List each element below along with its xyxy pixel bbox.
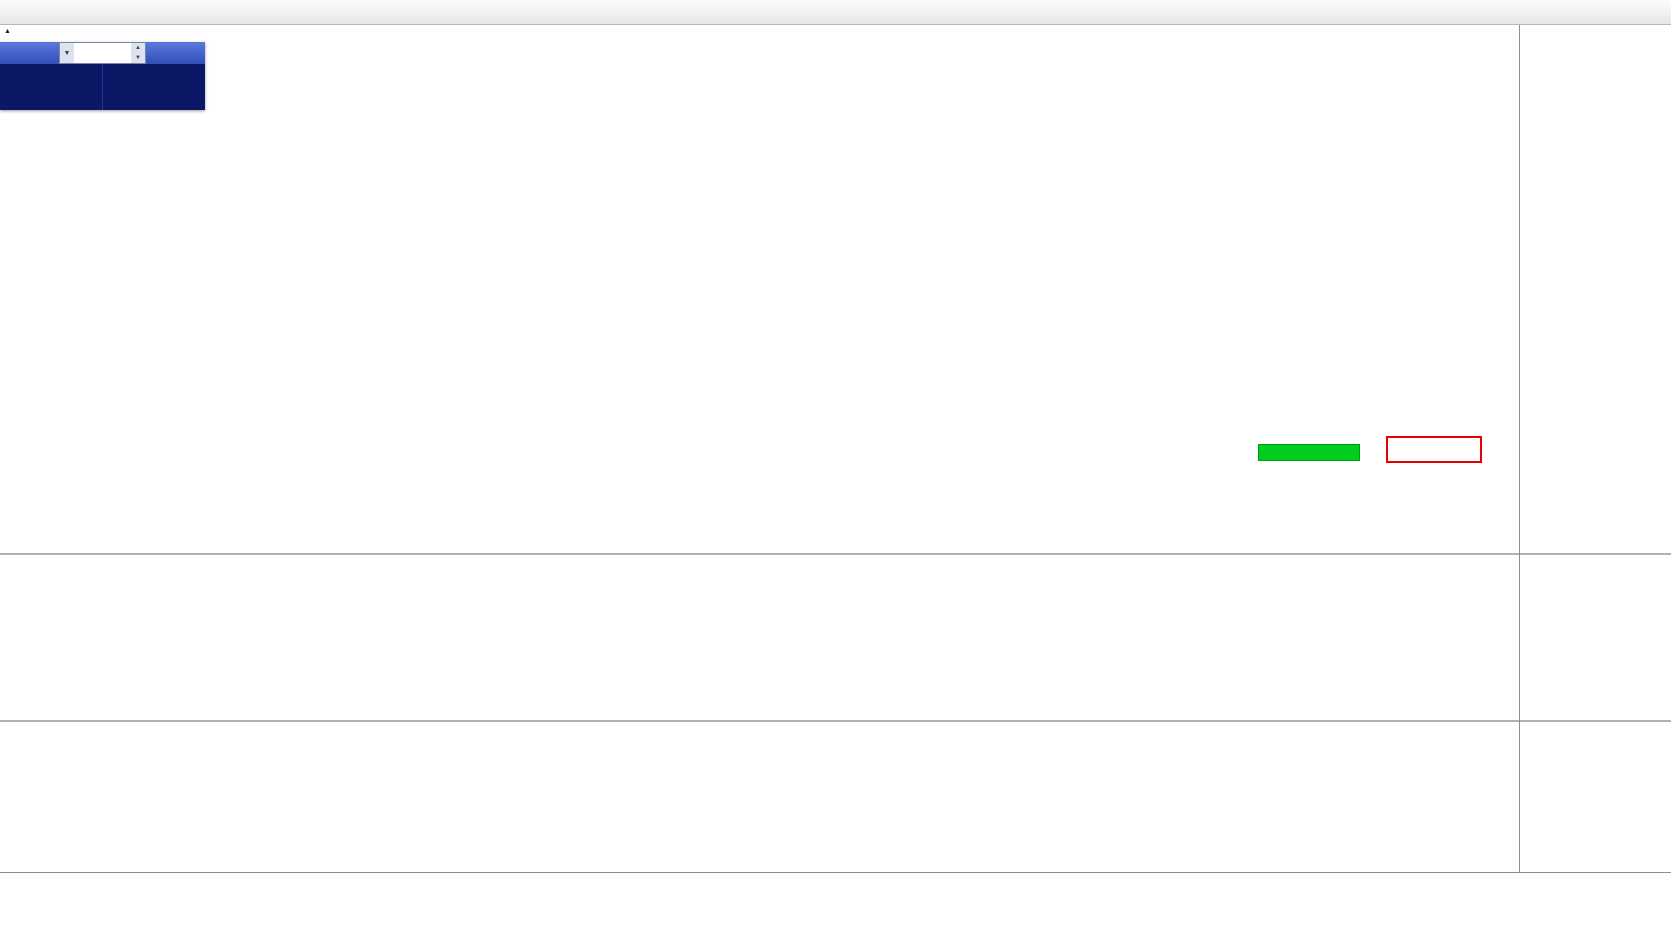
volume-spinner: ▲ ▼ [131,43,145,63]
sell-button[interactable] [0,42,59,64]
trade-panel-collapse-icon[interactable]: ▲ [4,28,11,35]
pane-separator[interactable] [0,553,1671,555]
macd-label [5,557,15,567]
buy-button[interactable] [146,42,205,64]
macd-pane[interactable] [0,555,1519,719]
volume-down-button[interactable]: ▼ [135,55,141,61]
toolbar [0,0,1671,25]
highlight-rectangle[interactable] [1258,444,1360,461]
rsi-label [5,724,10,734]
buy-price[interactable] [103,64,206,110]
time-axis-border [0,872,1671,873]
sell-price[interactable] [0,64,103,110]
chart-info: ▲ [4,28,31,35]
one-click-trading-panel: ▼ ▲ ▼ [0,42,205,110]
pane-separator[interactable] [0,720,1671,722]
volume-input[interactable] [74,43,131,63]
volume-control: ▼ ▲ ▼ [59,42,146,64]
chart-area: ▲ ▼ ▲ ▼ [0,25,1671,950]
main-chart-plot[interactable] [0,25,1519,553]
price-axis-border [1519,25,1520,872]
volume-up-button[interactable]: ▲ [135,45,141,51]
rsi-pane[interactable] [0,722,1519,872]
price-callout-box[interactable] [1386,436,1482,463]
volume-dropdown-button[interactable]: ▼ [60,43,74,63]
